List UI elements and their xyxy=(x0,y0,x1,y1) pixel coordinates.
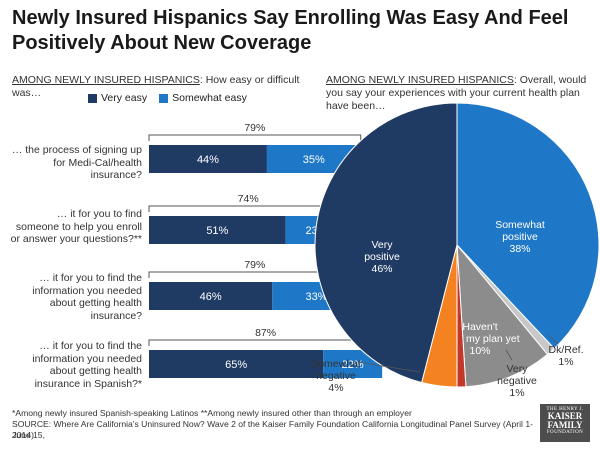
right-subtitle-rest: : Overall, would you say your experience… xyxy=(326,74,587,112)
question-label-line: about getting health xyxy=(49,365,142,377)
legend: Very easy Somewhat easy xyxy=(88,92,259,104)
bar-label-very-easy: 44% xyxy=(197,154,219,166)
footnote-3: 2014) xyxy=(12,430,34,440)
pie-slice xyxy=(314,102,458,384)
pie-label: Very xyxy=(506,363,528,375)
pie-label: Haven't xyxy=(462,321,497,333)
total-bracket xyxy=(148,134,362,141)
kaiser-logo: THE HENRY J. KAISER FAMILY FOUNDATION xyxy=(540,404,590,442)
pie-label: negative xyxy=(497,375,537,387)
leader-line xyxy=(505,349,513,361)
pie-label: Dk/Ref. xyxy=(548,344,583,356)
question-label-line: insurance? xyxy=(90,169,142,181)
bar-label-very-easy: 46% xyxy=(200,291,222,303)
logo-line-1: THE HENRY J. xyxy=(546,407,584,412)
pie-label: 1% xyxy=(509,387,524,399)
question-label-line: information you needed xyxy=(32,352,142,365)
total-label: 79% xyxy=(244,122,265,134)
pie-slice xyxy=(456,102,600,350)
page-title: Newly Insured Hispanics Say Enrolling Wa… xyxy=(12,7,569,54)
leader-line xyxy=(357,361,421,373)
question-label-line: … the process of signing up xyxy=(11,144,142,156)
question-label: … it for you to find the information you … xyxy=(6,272,142,322)
pie-label: Somewhat xyxy=(495,219,545,231)
leader-line xyxy=(547,334,559,345)
pie-label: Somewhat xyxy=(311,358,361,370)
pie-label: 4% xyxy=(328,382,343,394)
question-label-line: insurance in Spanish?* xyxy=(34,377,142,390)
total-label: 87% xyxy=(255,327,276,339)
pie-slice xyxy=(456,243,549,388)
pie-label: 46% xyxy=(371,263,392,275)
legend-swatch-somewhat-easy xyxy=(159,93,169,103)
question-label-line: … it for you to find the xyxy=(39,340,142,352)
question-label: … it for you to find the information you … xyxy=(6,340,142,390)
question-label-line: … it for you to find the xyxy=(39,272,142,284)
logo-line-3: FAMILY xyxy=(547,420,583,430)
logo-line-2: KAISER xyxy=(547,411,583,421)
legend-label-very-easy: Very easy xyxy=(101,92,148,104)
pie-label: 38% xyxy=(509,243,530,255)
total-bracket xyxy=(148,205,348,212)
pie-label: negative xyxy=(316,370,356,382)
total-label: 79% xyxy=(244,259,265,271)
bar-label-very-easy: 65% xyxy=(225,359,247,371)
bar-label-somewhat-easy: 35% xyxy=(303,154,325,166)
bar-very-easy xyxy=(149,145,267,173)
total-label: 74% xyxy=(238,193,259,205)
pie-label: 1% xyxy=(558,356,573,368)
bar-label-somewhat-easy: 33% xyxy=(305,291,327,303)
question-label: … it for you to find someone to help you … xyxy=(6,208,142,246)
pie-label: Very xyxy=(371,239,393,251)
bar-very-easy xyxy=(149,216,286,244)
question-label-line: about getting health xyxy=(49,297,142,309)
legend-swatch-very-easy xyxy=(88,93,97,103)
bar-very-easy xyxy=(149,282,273,310)
question-label-line: or answer your questions?** xyxy=(10,233,142,245)
left-subtitle-underlined: AMONG NEWLY INSURED HISPANICS xyxy=(12,74,200,86)
footnote-1: *Among newly insured Spanish-speaking La… xyxy=(12,408,412,418)
question-label: … the process of signing up for Medi-Cal/… xyxy=(6,144,142,182)
pie-label: positive xyxy=(364,251,400,263)
question-label-line: insurance? xyxy=(90,309,142,322)
legend-item-very-easy: Very easy xyxy=(88,92,147,104)
bar-label-very-easy: 51% xyxy=(206,225,228,237)
logo-line-4: FOUNDATION xyxy=(546,430,584,435)
question-label-line: someone to help you enroll xyxy=(15,220,142,233)
legend-label-somewhat-easy: Somewhat easy xyxy=(172,92,247,104)
question-label-line: … it for you to find xyxy=(56,208,142,220)
bar-very-easy xyxy=(149,350,324,378)
total-bracket xyxy=(148,339,383,346)
left-chart-subtitle: AMONG NEWLY INSURED HISPANICS: How easy … xyxy=(12,74,302,100)
left-subtitle-rest: : How easy or difficult was… xyxy=(12,74,300,99)
legend-item-somewhat-easy: Somewhat easy xyxy=(159,92,247,104)
footnote-2: SOURCE: Where Are California's Uninsured… xyxy=(12,419,533,440)
right-subtitle-underlined: AMONG NEWLY INSURED HISPANICS xyxy=(326,74,514,86)
pie-label: 10% xyxy=(469,345,490,357)
question-label-line: for Medi-Cal/health xyxy=(53,156,142,169)
right-chart-subtitle: AMONG NEWLY INSURED HISPANICS: Overall, … xyxy=(326,74,596,113)
question-label-line: information you needed xyxy=(32,284,142,297)
pie-label: positive xyxy=(502,231,538,243)
